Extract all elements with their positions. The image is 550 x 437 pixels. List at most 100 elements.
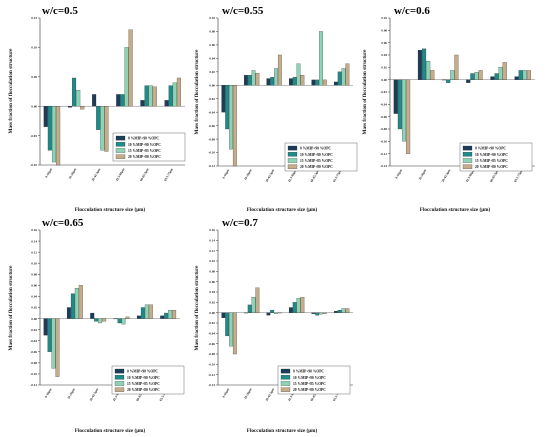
bar-s0-c1 — [66, 307, 71, 319]
bar-s0-c0 — [43, 106, 48, 127]
y-tick-label: -0.06 — [208, 342, 215, 346]
bar-s0-c3 — [466, 79, 471, 83]
legend-label-2: 15 %MIP+85 %OPC — [300, 159, 333, 163]
bar-s1-c3 — [117, 318, 122, 324]
y-tick-label: 0.04 — [381, 53, 387, 57]
y-tick-label: -0.02 — [208, 321, 215, 325]
legend-swatch-0 — [115, 135, 126, 141]
legend: 0 %MIP+90 %OPC 10 %MIP+90 %OPC 15 %MIP+85 … — [277, 365, 351, 395]
y-tick-label: 0.16 — [31, 228, 37, 232]
y-tick-label: 0.08 — [209, 30, 215, 34]
bar-s3-c1 — [80, 106, 85, 110]
y-tick-label: 0.10 — [31, 261, 37, 265]
x-axis-label: Flocculation structure size (μm) — [75, 206, 146, 213]
bar-s0-c5 — [333, 81, 338, 86]
bar-s0-c5 — [514, 76, 519, 80]
x-tick-label: 65.5-75μm — [163, 167, 174, 182]
bar-s0-c2 — [266, 312, 271, 316]
bar-s1-c0 — [47, 318, 52, 352]
legend-swatch-1 — [115, 142, 126, 147]
y-tick-label: 0.00 — [209, 311, 215, 315]
bar-s2-c4 — [319, 31, 323, 86]
bar-s3-c3 — [300, 297, 305, 313]
bar-s0-c0 — [221, 312, 226, 318]
legend-label-1: 10 %MIP+90 %OPC — [475, 153, 508, 157]
y-axis-label: Mass fraction of flocculation structure — [8, 265, 14, 351]
legend-swatch-0 — [280, 368, 291, 374]
bar-s0-c0 — [43, 318, 48, 336]
bar-s1-c1 — [422, 48, 427, 80]
bar-s2-c1 — [251, 297, 256, 313]
y-tick-label: 0.06 — [209, 43, 215, 47]
y-tick-label: 0.15 — [31, 16, 37, 20]
y-tick-label: -0.02 — [380, 90, 387, 94]
bar-s0-c4 — [311, 312, 316, 314]
y-tick-label: -0.02 — [208, 97, 215, 101]
bar-s1-c0 — [397, 79, 402, 130]
bar-s2-c0 — [51, 318, 56, 369]
bar-s2-c5 — [168, 310, 173, 319]
legend-swatch-0 — [114, 368, 125, 374]
x-tick-label: 10-20μm — [66, 387, 76, 400]
y-tick-label: 0.06 — [31, 284, 37, 288]
y-tick-label: -0.04 — [208, 332, 215, 336]
legend: 0 %MIP+90 %OPC 10 %MIP+90 %OPC 15 %MIP+85 … — [459, 142, 533, 172]
bar-s2-c2 — [274, 68, 278, 86]
y-tick-label: 0.14 — [209, 239, 215, 243]
x-tick-label: 20-42.5μm — [265, 168, 276, 183]
legend-swatch-1 — [114, 375, 125, 380]
x-axis-label: Flocculation structure size (μm) — [75, 427, 146, 434]
bar-s0-c1 — [67, 106, 72, 108]
legend-swatch-0 — [287, 145, 298, 151]
bar-s1-c4 — [315, 312, 320, 316]
x-tick-label: 42.5-60μm — [287, 168, 298, 183]
bar-s0-c4 — [136, 315, 141, 319]
x-tick-label: 60-65.5μm — [310, 168, 321, 183]
bar-s1-c4 — [144, 85, 149, 107]
legend-label-0: 0 %MIP+90 %OPC — [475, 147, 506, 151]
y-tick-label: -0.12 — [208, 164, 215, 168]
bar-s2-c4 — [319, 312, 323, 315]
y-tick-label: 0.00 — [31, 104, 37, 108]
bar-s2-c1 — [74, 288, 79, 319]
x-tick-label: 42.5-60μm — [112, 387, 123, 402]
y-tick-label: 0.04 — [31, 295, 37, 299]
legend-label-3: 20 %MIP+80 %OPC — [300, 165, 333, 169]
y-tick-label: 0.10 — [381, 16, 387, 20]
legend: 0 %MIP+90 %OPC 10 %MIP+90 %OPC 15 %MIP+85 … — [284, 142, 358, 172]
bar-s1-c5 — [168, 85, 173, 107]
bar-s2-c1 — [251, 70, 256, 86]
bar-s3-c0 — [232, 85, 237, 167]
bar-s3-c5 — [176, 77, 181, 107]
bar-s3-c4 — [322, 312, 327, 314]
bar-s2-c4 — [144, 304, 149, 319]
y-tick-label: 0.10 — [31, 46, 37, 50]
bar-s1-c1 — [72, 77, 77, 107]
y-tick-label: 0.04 — [209, 290, 215, 294]
bar-s3-c3 — [300, 75, 305, 86]
y-tick-label: 0.08 — [31, 272, 37, 276]
bar-s0-c2 — [266, 78, 271, 86]
legend-label-2: 15 %MIP+85 %OPC — [127, 382, 160, 386]
x-tick-label: 0-10μm — [44, 387, 53, 398]
x-tick-label: 20-42.5μm — [265, 387, 276, 402]
legend-label-0: 0 %MIP+90 %OPC — [300, 147, 331, 151]
bar-s3-c1 — [255, 73, 260, 86]
bar-s1-c2 — [446, 79, 451, 83]
x-tick-label: 65.5-75μm — [513, 168, 524, 183]
bar-s1-c0 — [225, 312, 230, 337]
bar-s1-c2 — [94, 318, 99, 322]
bar-s0-c4 — [140, 100, 145, 107]
legend-label-3: 20 %MIP+80 %OPC — [127, 388, 160, 392]
x-tick-label: 20-42.5μm — [89, 387, 100, 402]
bar-s2-c4 — [498, 67, 503, 80]
bar-s1-c1 — [247, 75, 252, 86]
bar-s3-c0 — [406, 79, 411, 154]
x-tick-label: 10-20μm — [68, 167, 78, 180]
y-tick-label: 0.00 — [381, 78, 387, 82]
y-tick-label: -0.12 — [208, 373, 215, 377]
chart-panel-0: w/c=0.5 0.15 0.10 0.05 0.00 -0.05 -0.10 Mass fr… — [8, 5, 186, 213]
chart-title: w/c=0.6 — [394, 5, 430, 17]
legend-swatch-1 — [462, 152, 473, 157]
